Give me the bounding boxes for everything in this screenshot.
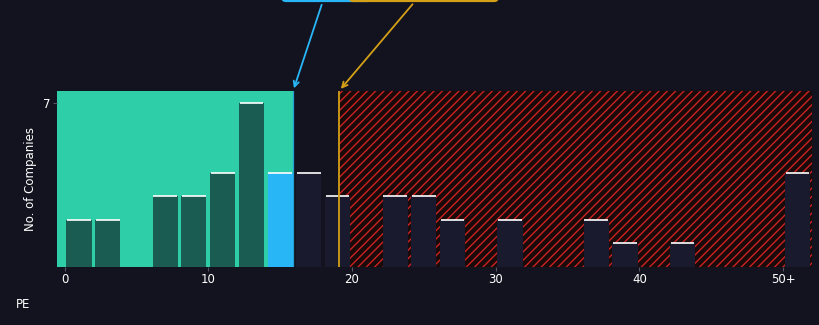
Bar: [338, 91, 811, 266]
Bar: [181, 196, 206, 266]
Bar: [440, 220, 464, 266]
Bar: [95, 220, 120, 266]
Bar: [57, 91, 292, 266]
Bar: [583, 220, 608, 266]
Text: PE: PE: [16, 298, 30, 311]
Bar: [66, 220, 92, 266]
Bar: [612, 243, 637, 266]
Y-axis label: No. of Companies: No. of Companies: [25, 127, 38, 231]
Bar: [210, 173, 235, 266]
Bar: [382, 196, 407, 266]
Bar: [784, 173, 809, 266]
Bar: [296, 173, 321, 266]
Bar: [497, 220, 522, 266]
Bar: [338, 91, 811, 266]
Text: Industry Avg 19.1x: Industry Avg 19.1x: [342, 0, 494, 87]
Bar: [267, 173, 292, 266]
Bar: [324, 196, 350, 266]
Bar: [411, 196, 436, 266]
Bar: [152, 196, 178, 266]
Bar: [669, 243, 695, 266]
Text: HUM 15.9x: HUM 15.9x: [286, 0, 366, 86]
Bar: [238, 103, 264, 266]
